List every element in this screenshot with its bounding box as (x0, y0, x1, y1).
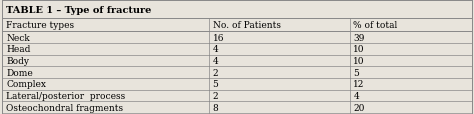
Bar (2, 101, 472, 113)
Text: 10: 10 (354, 56, 365, 65)
Text: Dome: Dome (6, 68, 33, 77)
Text: 2: 2 (213, 91, 218, 100)
Text: 2: 2 (213, 68, 218, 77)
Bar (2, 32, 472, 43)
Text: 39: 39 (354, 33, 365, 42)
Text: 10: 10 (354, 45, 365, 54)
Bar (2, 43, 472, 55)
Bar (2, 90, 472, 101)
Text: 5: 5 (354, 68, 359, 77)
Text: Head: Head (6, 45, 30, 54)
Text: 5: 5 (213, 79, 219, 88)
Text: 4: 4 (354, 91, 359, 100)
Text: No. of Patients: No. of Patients (213, 21, 281, 30)
Text: Body: Body (6, 56, 29, 65)
Text: 16: 16 (213, 33, 224, 42)
Text: % of total: % of total (354, 21, 398, 30)
Text: Lateral/posterior  process: Lateral/posterior process (6, 91, 126, 100)
Bar (2, 67, 472, 78)
Text: Fracture types: Fracture types (6, 21, 74, 30)
Text: TABLE 1 – Type of fracture: TABLE 1 – Type of fracture (6, 5, 152, 14)
Text: 12: 12 (354, 79, 365, 88)
Bar (2, 55, 472, 67)
Text: Neck: Neck (6, 33, 30, 42)
Bar (2, 78, 472, 90)
Text: 4: 4 (213, 56, 219, 65)
Text: 20: 20 (354, 103, 365, 111)
Text: Osteochondral fragments: Osteochondral fragments (6, 103, 123, 111)
Text: 4: 4 (213, 45, 219, 54)
Bar (2, 19, 472, 32)
Text: Complex: Complex (6, 79, 46, 88)
Text: 8: 8 (213, 103, 219, 111)
Bar (2, 1, 472, 19)
